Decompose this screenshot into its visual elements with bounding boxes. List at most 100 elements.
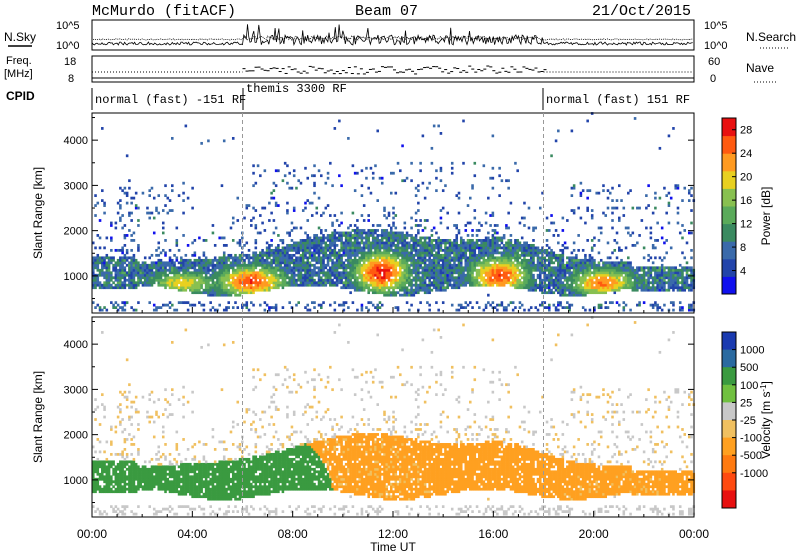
power-cell — [225, 243, 228, 247]
power-cell — [148, 301, 151, 305]
power-cell — [268, 271, 271, 275]
power-cell — [590, 261, 594, 265]
power-cell — [150, 186, 154, 190]
power-cell — [394, 246, 398, 250]
power-cell — [581, 271, 585, 275]
power-cell — [478, 268, 481, 272]
power-cell — [378, 224, 382, 227]
power-cell — [358, 261, 361, 265]
power-cell — [308, 268, 312, 272]
power-cell — [491, 273, 495, 277]
power-cell — [627, 286, 630, 290]
power-cell — [491, 243, 495, 247]
power-cell — [125, 301, 129, 305]
power-cell — [351, 229, 355, 232]
power-cell — [622, 281, 626, 285]
power-cell — [550, 266, 553, 270]
power-cell — [435, 283, 438, 287]
power-cell — [500, 268, 504, 272]
power-cell — [627, 266, 630, 270]
power-cell — [401, 234, 404, 237]
power-cell — [367, 248, 370, 252]
power-cell — [446, 248, 449, 252]
power-cell — [514, 276, 517, 280]
power-cell — [306, 234, 310, 237]
power-cell — [322, 263, 325, 267]
power-cell — [310, 246, 314, 250]
power-cell — [320, 263, 323, 267]
power-cell — [559, 266, 562, 270]
power-cell — [173, 263, 176, 267]
power-cell — [340, 246, 343, 250]
power-cell — [606, 266, 610, 270]
power-cell — [450, 241, 454, 245]
power-cell — [374, 243, 377, 247]
power-cell — [584, 291, 587, 295]
power-cell — [335, 263, 339, 267]
power-cell — [326, 276, 330, 280]
power-cell — [317, 276, 321, 280]
power-cell — [92, 286, 95, 290]
power-cell — [577, 234, 580, 237]
power-cell — [606, 288, 610, 292]
power-cell — [489, 243, 492, 247]
power-cell — [152, 266, 156, 270]
power-cell — [367, 308, 370, 312]
power-cell — [123, 271, 127, 275]
power-cell — [636, 278, 639, 282]
power-cell — [430, 276, 434, 280]
power-cell — [620, 261, 623, 265]
power-cell — [566, 278, 569, 282]
power-cell — [446, 253, 449, 257]
power-cell — [453, 248, 456, 252]
power-cell — [615, 276, 619, 280]
power-cell — [220, 278, 224, 282]
power-cell — [297, 266, 300, 270]
power-cell — [640, 283, 644, 287]
power-cell — [369, 301, 373, 305]
power-cell — [514, 246, 517, 250]
power-cell — [349, 241, 352, 245]
power-cell — [329, 258, 332, 262]
power-cell — [432, 281, 436, 285]
power-cell — [315, 234, 319, 237]
power-cell — [527, 266, 531, 270]
power-cell — [119, 273, 122, 277]
power-cell — [374, 231, 377, 235]
power-cell — [283, 276, 287, 280]
power-cell — [338, 224, 341, 227]
power-cell — [272, 276, 276, 280]
power-cell — [356, 248, 359, 252]
power-cell — [362, 283, 366, 287]
power-cell — [238, 273, 242, 277]
power-cell — [380, 258, 384, 262]
power-cell — [572, 211, 576, 215]
power-cell — [137, 224, 140, 227]
power-cell — [633, 283, 637, 287]
power-cell — [344, 236, 348, 240]
power-cell — [279, 251, 282, 255]
power-cell — [207, 263, 210, 267]
power-cell — [238, 258, 242, 262]
power-cell — [507, 243, 510, 247]
power-cell — [304, 251, 307, 255]
power-cell — [234, 258, 237, 262]
power-cell — [315, 273, 319, 277]
power-cell — [209, 286, 212, 290]
power-cell — [281, 241, 285, 245]
power-cell — [353, 251, 357, 255]
power-cell — [347, 306, 350, 310]
power-cell — [344, 251, 348, 255]
power-cell — [588, 258, 592, 262]
power-cell — [615, 278, 619, 282]
power-cell — [450, 263, 454, 267]
power-cell — [631, 206, 635, 210]
power-cell — [347, 234, 350, 237]
power-cell — [338, 276, 341, 280]
power-cell — [631, 273, 635, 277]
power-cell — [428, 283, 431, 287]
power-cell — [371, 276, 375, 280]
power-cell — [455, 251, 459, 255]
power-cell — [505, 276, 508, 280]
power-cell — [498, 278, 501, 282]
